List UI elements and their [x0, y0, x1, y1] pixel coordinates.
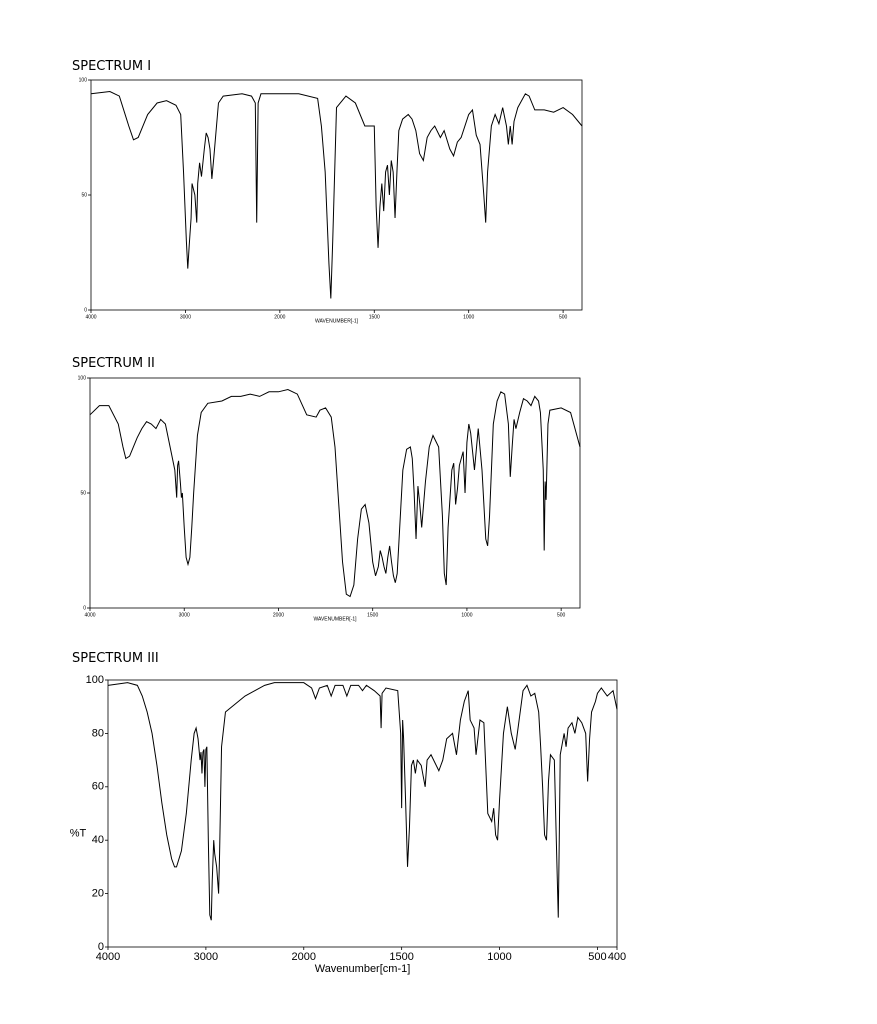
x-tick-label: 1000 [461, 612, 472, 618]
x-axis-label: WAVENUMBER[-1] [313, 616, 357, 622]
y-tick-label: 80 [92, 727, 104, 739]
y-tick-label: 100 [78, 375, 87, 381]
x-tick-label: 400 [608, 951, 626, 963]
x-tick-label: 3000 [179, 612, 190, 618]
chart-title: SPECTRUM II [72, 356, 155, 371]
y-tick-label: 50 [80, 490, 86, 496]
chart-title: SPECTRUM III [72, 651, 159, 666]
x-tick-label: 1500 [369, 314, 380, 320]
x-tick-label: 4000 [84, 612, 95, 618]
x-tick-label: 2000 [273, 612, 284, 618]
y-tick-label: 40 [92, 834, 104, 846]
chart-title: SPECTRUM I [72, 59, 151, 74]
y-tick-label: 50 [81, 192, 87, 198]
y-tick-label: 20 [92, 888, 104, 900]
y-tick-label: 0 [98, 941, 104, 953]
y-tick-label: 100 [86, 674, 104, 686]
plot-frame [107, 679, 618, 948]
x-tick-label: 1500 [367, 612, 378, 618]
spectrum-chart: SPECTRUM I 0 50 100 4000 3000 2000 1500 1000 500 W… [72, 59, 583, 324]
y-tick-label: 0 [84, 307, 87, 313]
x-tick-label: 2000 [292, 951, 316, 963]
spectrum-chart: SPECTRUM II 0 50 100 4000 3000 2000 1500 1000 500… [72, 356, 581, 622]
x-axis-label: Wavenumber[cm-1] [315, 963, 411, 975]
x-axis-label: WAVENUMBER[-1] [315, 318, 359, 324]
x-tick-label: 4000 [96, 951, 120, 963]
x-tick-label: 500 [588, 951, 606, 963]
spectrum-line [90, 90, 583, 299]
x-tick-label: 1500 [389, 951, 413, 963]
x-tick-label: 2000 [274, 314, 285, 320]
y-tick-label: 60 [92, 781, 104, 793]
spectrum-chart: SPECTRUM III 0 20 40 60 80 100 4000 3000 2000 1500… [70, 651, 626, 975]
y-tick-label: 100 [79, 77, 88, 83]
x-tick-label: 4000 [85, 314, 96, 320]
x-tick-label: 1000 [487, 951, 511, 963]
x-tick-label: 500 [559, 314, 568, 320]
y-axis-label: %T [70, 827, 87, 839]
x-tick-label: 500 [557, 612, 566, 618]
x-tick-label: 3000 [194, 951, 218, 963]
x-tick-label: 3000 [180, 314, 191, 320]
spectrum-line [89, 388, 581, 598]
spectrum-line [107, 682, 618, 921]
x-tick-label: 1000 [463, 314, 474, 320]
y-tick-label: 0 [83, 605, 86, 611]
